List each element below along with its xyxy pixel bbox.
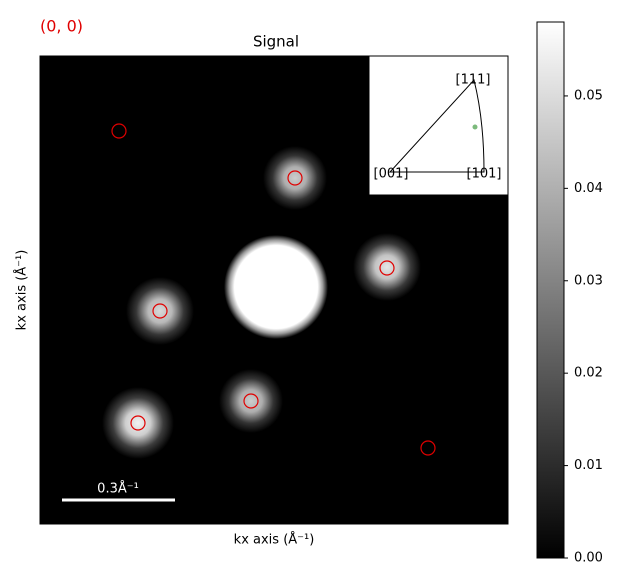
colorbar-tick-label: 0.00: [574, 551, 603, 566]
inset-label: [001]: [374, 167, 409, 182]
inset: [368, 55, 509, 196]
colorbar: [536, 21, 565, 559]
colorbar-tick-label: 0.01: [574, 458, 603, 473]
colorbar-tick-label: 0.05: [574, 88, 603, 103]
x-axis-label: kx axis (Å⁻¹): [234, 532, 315, 548]
colorbar-tick-label: 0.03: [574, 273, 603, 288]
chart-title: Signal: [253, 33, 299, 51]
corner-label: (0, 0): [40, 17, 83, 36]
inset-label: [111]: [456, 73, 491, 88]
y-axis-label: kx axis (Å⁻¹): [14, 250, 30, 331]
scalebar-label: 0.3Å⁻¹: [97, 481, 139, 497]
colorbar-tick-label: 0.04: [574, 181, 603, 196]
inset-label: [101]: [467, 167, 502, 182]
colorbar-tick-label: 0.02: [574, 366, 603, 381]
